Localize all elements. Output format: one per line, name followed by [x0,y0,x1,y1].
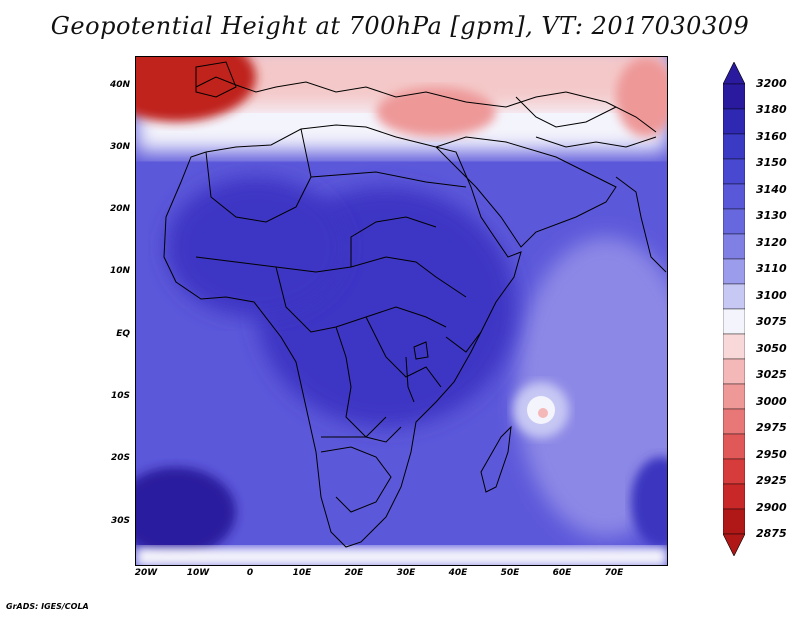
border-middle-east [515,96,617,128]
colorbar-swatch [723,408,745,435]
lon-label-60e: 60E [552,568,572,578]
border-east [365,316,442,388]
india-coast [615,176,667,273]
colorbar-swatch [723,183,745,210]
field-se-high [631,457,667,547]
border-angola [321,416,387,438]
colorbar-level-label: 3140 [756,182,787,196]
colorbar [723,62,745,556]
colorbar-level-label: 3110 [756,262,787,276]
colorbar-level-label: 2900 [756,500,787,514]
map-panel [135,56,668,566]
colorbar-swatch [723,308,745,335]
border-kenya [445,331,482,353]
colorbar-swatch [723,508,745,535]
colorbar-level-label: 3025 [756,368,787,382]
colorbar-swatch [723,483,745,510]
lake-victoria [413,341,429,360]
border-central [275,266,447,333]
lat-label-20n: 20N [109,204,130,214]
madagascar-coast [480,425,512,493]
field-sw-high [136,467,236,557]
colorbar-level-label: 3120 [756,235,787,249]
lat-label-30s: 30S [110,516,130,526]
lon-label-40e: 40E [448,568,468,578]
lon-label-30e: 30E [396,568,416,578]
colorbar-swatch [723,108,745,135]
colorbar-swatch [723,208,745,235]
colorbar-level-label: 2875 [756,527,787,540]
colorbar-level-label: 3100 [756,288,787,302]
height-field [136,57,667,565]
map-title: Geopotential Height at 700hPa [gpm], VT:… [50,12,750,40]
colorbar-level-label: 2975 [756,421,787,435]
border-iran [565,91,657,133]
colorbar-swatch [723,133,745,160]
lon-label-50e: 50E [500,568,520,578]
lat-label-20s: 20S [110,453,130,463]
colorbar-swatch [723,358,745,385]
arabia-coast [435,136,617,248]
lon-label-0: 0 [246,568,254,578]
colorbar-level-label: 3160 [756,129,787,143]
colorbar-level-label: 2950 [756,447,787,461]
africa-coast [163,124,522,548]
field-ne-low [616,57,667,137]
border-asia [535,136,657,148]
lake-tanganyika [405,356,415,403]
colorbar-level-label: 2925 [756,474,787,488]
lon-label-10w: 10W [186,568,210,578]
field-med-low [376,87,496,137]
colorbar-level-label: 3180 [756,103,787,117]
colorbar-swatch [723,258,745,285]
colorbar-level-label: 3200 [756,77,787,90]
field-east-ocean [516,237,667,537]
field-west-core [166,177,346,317]
border-congo [335,326,402,443]
iberia-coast [195,61,237,98]
lon-label-20w: 20W [134,568,158,578]
border-sahel-north [310,171,467,188]
colorbar-bottom-arrow [723,533,745,556]
colorbar-level-label: 3075 [756,315,787,329]
lon-label-70e: 70E [604,568,624,578]
border-south [320,446,392,513]
lat-label-30n: 30N [109,142,130,152]
colorbar-swatch [723,383,745,410]
coastlines [163,61,667,548]
lat-label-40n: 40N [109,80,130,90]
field-cyclone-eye [538,408,548,418]
colorbar-swatch [723,433,745,460]
lon-label-10e: 10E [292,568,312,578]
lat-label-10n: 10N [109,266,130,276]
footer-credit: GrADS: IGES/COLA [6,602,89,611]
colorbar-level-label: 3050 [756,341,787,355]
lat-label-10s: 10S [110,391,130,401]
colorbar-swatch [723,283,745,310]
colorbar-swatch [723,158,745,185]
field-south-band [136,547,667,565]
lat-label-eq: EQ [116,329,130,339]
colorbar-swatch [723,83,745,110]
colorbar-top-arrow [723,62,745,85]
colorbar-level-label: 3150 [756,156,787,170]
colorbar-swatch [723,333,745,360]
border-chad [350,216,437,267]
colorbar-swatch [723,233,745,260]
colorbar-level-label: 3130 [756,209,787,223]
lon-label-20e: 20E [344,568,364,578]
europe-coast [195,76,567,108]
colorbar-level-label: 3000 [756,394,787,408]
colorbar-swatch [723,458,745,485]
